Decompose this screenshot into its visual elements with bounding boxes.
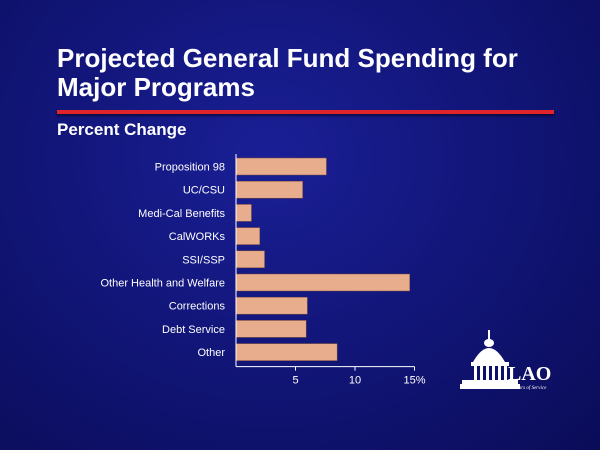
slide-title: Projected General Fund Spending for Majo… <box>57 43 518 102</box>
bar-3 <box>235 227 261 245</box>
category-label-1: UC/CSU <box>183 185 225 197</box>
bars-group <box>235 157 410 361</box>
category-label-4: SSI/SSP <box>182 254 225 266</box>
logo-tagline: 60 Years of Service <box>508 386 547 391</box>
lao-logo: LAO 60 Years of Service <box>460 330 551 391</box>
bar-4 <box>235 250 265 269</box>
x-tick-label-0: 5 <box>292 375 298 387</box>
bar-8 <box>235 343 338 361</box>
bar-7 <box>235 320 307 338</box>
category-label-0: Proposition 98 <box>155 162 225 174</box>
axis-group: 5 10 15% <box>235 154 426 387</box>
title-divider <box>57 110 554 114</box>
logo-wordmark: LAO <box>508 363 551 385</box>
bar-5 <box>235 273 410 292</box>
category-label-6: Corrections <box>169 301 226 313</box>
category-label-8: Other <box>197 347 225 359</box>
category-label-7: Debt Service <box>162 324 225 336</box>
x-tick-label-2: 15% <box>403 375 425 387</box>
bar-0 <box>235 157 327 176</box>
category-labels-group: Proposition 98 UC/CSU Medi-Cal Benefits Cal… <box>100 162 225 360</box>
bar-2 <box>235 204 252 222</box>
chart-subtitle: Percent Change <box>57 120 187 139</box>
x-tick-label-1: 10 <box>349 375 361 387</box>
category-label-3: CalWORKs <box>169 231 226 243</box>
category-label-5: Other Health and Welfare <box>100 278 225 290</box>
bar-6 <box>235 296 308 315</box>
bar-1 <box>235 180 303 199</box>
category-label-2: Medi-Cal Benefits <box>138 208 225 220</box>
